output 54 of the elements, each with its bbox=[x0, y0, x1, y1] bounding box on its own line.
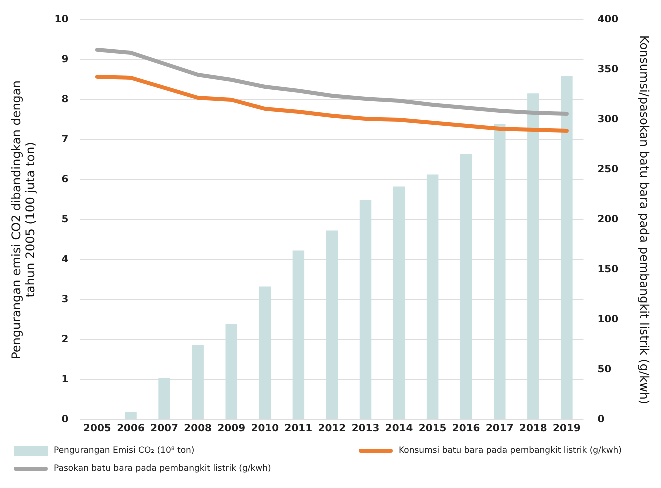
y2-tick-label: 50 bbox=[598, 364, 612, 376]
y2-tick-label: 200 bbox=[598, 214, 619, 226]
legend-label: Konsumsi batu bara pada pembangkit listrik (g/kwh) bbox=[399, 446, 622, 456]
y-tick-label: 5 bbox=[62, 214, 69, 226]
bar bbox=[259, 286, 272, 420]
y-tick-label: 3 bbox=[62, 294, 69, 306]
bar bbox=[292, 250, 305, 420]
y-tick-label: 2 bbox=[62, 334, 69, 346]
x-tick-label: 2018 bbox=[520, 424, 548, 435]
y2-tick-label: 400 bbox=[598, 14, 619, 26]
x-tick-label: 2017 bbox=[486, 424, 514, 435]
y2-axis-title: Konsumsi/pasokan batu bara pada pembangkit listrik (g/kwh) bbox=[638, 35, 652, 405]
x-tick-label: 2012 bbox=[318, 424, 346, 435]
y-tick-label: 7 bbox=[62, 134, 69, 146]
bar bbox=[192, 345, 204, 420]
bar bbox=[158, 378, 170, 420]
y2-tick-label: 250 bbox=[598, 164, 619, 176]
x-tick-label: 2013 bbox=[352, 424, 380, 435]
bar bbox=[426, 174, 439, 420]
y-tick-label: 0 bbox=[62, 414, 69, 426]
bar bbox=[561, 76, 573, 420]
y-axis-title: Pengurangan emisi CO2 dibandingkan dengan tahun 2005 (100 juta ton) bbox=[9, 80, 38, 360]
x-tick-label: 2006 bbox=[117, 424, 145, 435]
x-tick-label: 2014 bbox=[385, 424, 414, 435]
y2-tick-label: 0 bbox=[598, 414, 605, 426]
y-tick-label: 9 bbox=[62, 54, 69, 66]
y-tick-label: 4 bbox=[62, 254, 69, 266]
x-tick-label: 2009 bbox=[218, 424, 246, 435]
legend-label: Pengurangan Emisi CO₂ (10⁸ ton) bbox=[54, 446, 195, 456]
bar bbox=[393, 186, 406, 420]
x-tick-label: 2005 bbox=[84, 424, 112, 435]
bar bbox=[125, 412, 137, 420]
x-tick-label: 2010 bbox=[251, 424, 280, 435]
y2-tick-label: 300 bbox=[598, 114, 619, 126]
y-tick-label: 6 bbox=[62, 174, 69, 186]
x-tick-label: 2016 bbox=[452, 424, 480, 435]
x-tick-label: 2019 bbox=[553, 424, 581, 435]
y-tick-label: 1 bbox=[62, 374, 69, 386]
bar bbox=[226, 324, 238, 420]
bar bbox=[528, 94, 540, 420]
x-tick-label: 2007 bbox=[150, 424, 179, 435]
y2-tick-label: 350 bbox=[598, 64, 619, 76]
x-tick-label: 2011 bbox=[284, 424, 313, 435]
bar bbox=[460, 154, 472, 420]
bar bbox=[494, 124, 506, 420]
y2-tick-label: 150 bbox=[598, 264, 619, 276]
y-tick-label: 10 bbox=[54, 14, 69, 26]
y2-tick-label: 100 bbox=[598, 314, 619, 326]
x-tick-label: 2015 bbox=[418, 424, 447, 435]
x-tick-label: 2008 bbox=[184, 424, 212, 435]
y-tick-label: 8 bbox=[62, 94, 69, 106]
bar bbox=[326, 230, 338, 420]
bar bbox=[360, 200, 372, 420]
legend-label: Pasokan batu bara pada pembangkit listrik (g/kwh) bbox=[54, 464, 272, 474]
